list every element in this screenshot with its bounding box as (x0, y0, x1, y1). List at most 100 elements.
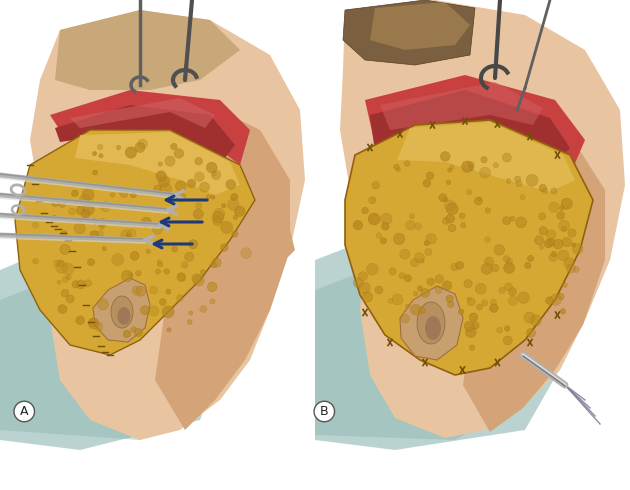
Circle shape (410, 214, 415, 219)
Point (95, 334, 103, 340)
Circle shape (358, 271, 367, 281)
Circle shape (177, 273, 186, 282)
Circle shape (195, 157, 202, 165)
Circle shape (466, 327, 476, 338)
Circle shape (481, 264, 492, 274)
Circle shape (442, 281, 452, 290)
Circle shape (193, 275, 204, 286)
Circle shape (503, 153, 512, 162)
Circle shape (200, 305, 207, 313)
Circle shape (553, 239, 563, 249)
Point (48, 219, 55, 224)
Circle shape (534, 236, 544, 245)
Circle shape (544, 240, 553, 248)
Circle shape (55, 261, 67, 273)
Circle shape (493, 163, 498, 168)
Polygon shape (55, 105, 235, 158)
Circle shape (389, 268, 396, 275)
Circle shape (123, 330, 130, 338)
Circle shape (484, 237, 491, 243)
Circle shape (129, 273, 133, 277)
Circle shape (227, 199, 239, 210)
Circle shape (369, 213, 380, 225)
Circle shape (135, 270, 141, 276)
Circle shape (187, 179, 196, 188)
Circle shape (88, 318, 99, 329)
Circle shape (233, 215, 238, 220)
Circle shape (76, 316, 84, 324)
Circle shape (499, 287, 505, 294)
Point (81, 282, 89, 288)
Circle shape (524, 312, 535, 323)
Point (57, 226, 65, 232)
Point (33, 198, 40, 204)
Polygon shape (463, 100, 605, 432)
Circle shape (122, 270, 133, 282)
Circle shape (446, 215, 454, 223)
Circle shape (98, 219, 106, 227)
Circle shape (353, 278, 363, 288)
Circle shape (376, 233, 382, 239)
Point (38, 198, 46, 204)
Circle shape (98, 144, 103, 149)
Circle shape (546, 297, 553, 304)
Circle shape (372, 181, 379, 189)
Polygon shape (365, 75, 585, 175)
Point (52, 226, 59, 232)
Circle shape (62, 263, 74, 275)
Circle shape (573, 266, 579, 272)
Polygon shape (315, 210, 565, 450)
Circle shape (474, 197, 482, 205)
Circle shape (100, 225, 104, 229)
Circle shape (418, 286, 423, 291)
Circle shape (159, 298, 166, 305)
Circle shape (188, 240, 198, 249)
Circle shape (481, 156, 487, 163)
Circle shape (79, 195, 90, 205)
Circle shape (231, 194, 238, 201)
Circle shape (478, 197, 482, 201)
Polygon shape (400, 286, 463, 360)
Circle shape (200, 270, 205, 274)
Point (103, 352, 111, 358)
Polygon shape (70, 98, 215, 128)
Circle shape (362, 292, 372, 302)
Point (66, 248, 73, 254)
Circle shape (99, 154, 103, 158)
Circle shape (462, 161, 473, 172)
Circle shape (375, 286, 383, 294)
Point (98, 349, 106, 355)
Circle shape (539, 184, 546, 192)
Circle shape (459, 213, 465, 219)
Circle shape (561, 198, 572, 209)
Circle shape (232, 231, 238, 237)
Circle shape (382, 222, 389, 230)
Circle shape (200, 182, 210, 192)
Circle shape (158, 262, 163, 267)
Circle shape (81, 210, 89, 218)
Circle shape (51, 198, 59, 206)
Circle shape (211, 195, 215, 199)
Circle shape (415, 223, 421, 230)
Circle shape (427, 278, 435, 286)
Circle shape (481, 300, 488, 306)
Circle shape (573, 244, 583, 254)
Circle shape (72, 281, 79, 288)
Polygon shape (315, 248, 525, 440)
Polygon shape (30, 10, 305, 440)
Circle shape (440, 151, 450, 161)
Circle shape (468, 162, 474, 168)
Circle shape (559, 206, 564, 210)
Circle shape (146, 249, 151, 254)
Circle shape (74, 222, 85, 234)
Circle shape (426, 234, 437, 244)
Circle shape (176, 181, 186, 191)
Circle shape (448, 168, 452, 172)
Circle shape (110, 193, 115, 197)
Circle shape (93, 170, 98, 175)
Circle shape (490, 299, 496, 305)
Point (42, 219, 50, 224)
Circle shape (447, 203, 458, 215)
Circle shape (515, 176, 521, 182)
Circle shape (490, 304, 498, 312)
